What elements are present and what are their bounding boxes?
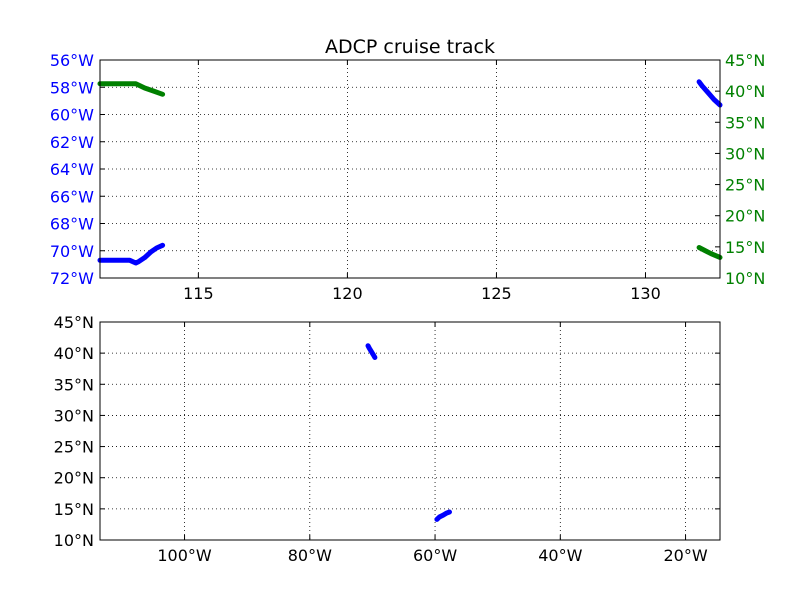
top-right-y-tick-label: 45°N [725, 51, 765, 70]
bottom-y-tick-label: 40°N [54, 344, 94, 363]
longitude-track-line [696, 79, 723, 108]
map-track-line [434, 509, 452, 522]
bottom-y-tick-label: 15°N [54, 500, 94, 519]
top-right-y-tick-label: 20°N [725, 207, 765, 226]
bottom-y-tick-label: 10°N [54, 531, 94, 550]
top-left-y-tick-label: 58°W [50, 78, 94, 97]
longitude-track-line [97, 242, 166, 266]
bottom-x-tick-label: 60°W [413, 546, 457, 565]
top-right-y-tick-label: 30°N [725, 144, 765, 163]
top-right-y-tick-label: 25°N [725, 176, 765, 195]
top-x-tick-label: 125 [481, 284, 512, 303]
top-left-y-tick-label: 66°W [50, 187, 94, 206]
bottom-y-tick-label: 25°N [54, 438, 94, 457]
top-right-y-tick-label: 15°N [725, 238, 765, 257]
top-right-y-tick-label: 35°N [725, 113, 765, 132]
map-track-line [365, 343, 378, 360]
top-left-y-tick-label: 68°W [50, 215, 94, 234]
bottom-y-tick-label: 35°N [54, 375, 94, 394]
top-right-y-tick-label: 40°N [725, 82, 765, 101]
top-left-y-tick-label: 64°W [50, 160, 94, 179]
bottom-y-tick-label: 20°N [54, 469, 94, 488]
bottom-x-tick-label: 100°W [157, 546, 212, 565]
bottom-axes-frame [99, 321, 721, 541]
top-right-y-tick-label: 10°N [725, 269, 765, 288]
top-left-y-tick-label: 56°W [50, 51, 94, 70]
bottom-x-tick-label: 20°W [663, 546, 707, 565]
chart-title: ADCP cruise track [325, 36, 495, 58]
bottom-x-tick-label: 40°W [538, 546, 582, 565]
top-left-y-tick-label: 60°W [50, 106, 94, 125]
top-x-tick-label: 115 [183, 284, 214, 303]
top-x-tick-label: 130 [630, 284, 661, 303]
top-x-tick-label: 120 [332, 284, 363, 303]
latitude-track-line [97, 81, 166, 97]
bottom-y-tick-label: 45°N [54, 313, 94, 332]
top-left-y-tick-label: 62°W [50, 133, 94, 152]
bottom-y-tick-label: 30°N [54, 406, 94, 425]
bottom-x-tick-label: 80°W [288, 546, 332, 565]
top-left-y-tick-label: 72°W [50, 269, 94, 288]
top-left-y-tick-label: 70°W [50, 242, 94, 261]
latitude-track-line [696, 245, 723, 260]
